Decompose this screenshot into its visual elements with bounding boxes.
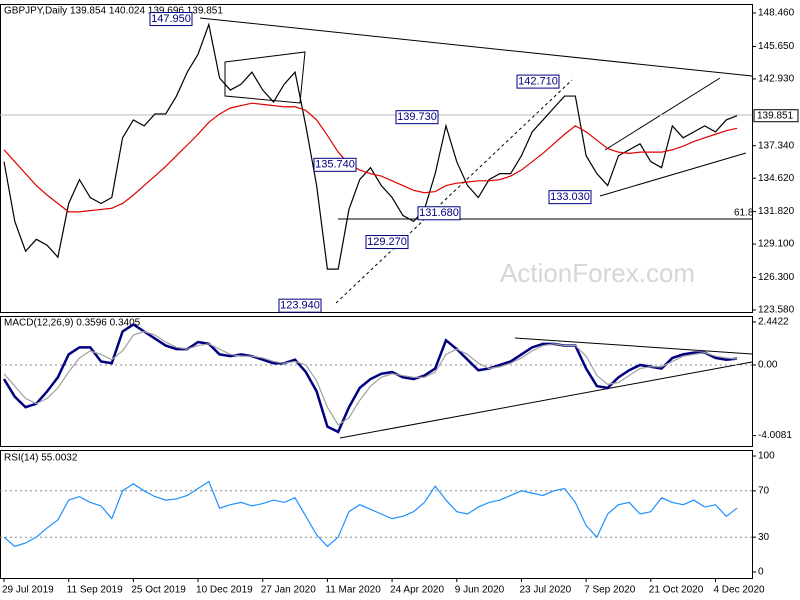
y-tick-label: 100 (758, 451, 775, 462)
price-label: 147.950 (151, 13, 191, 25)
x-tick-label: 11 Sep 2019 (67, 585, 123, 596)
watermark: ActionForex.com (500, 258, 695, 288)
x-tick-label: 10 Dec 2019 (196, 585, 253, 596)
price-label: 142.710 (518, 76, 558, 88)
x-tick-label: 4 Dec 2020 (713, 585, 765, 596)
series-line (3, 102, 738, 213)
price-label: 135.740 (315, 159, 355, 171)
x-tick-label: 9 Jun 2020 (455, 585, 505, 596)
price-label: 131.680 (419, 207, 459, 219)
price-label: 133.030 (550, 191, 590, 203)
x-tick-label: 7 Sep 2020 (584, 585, 636, 596)
current-price-box (753, 109, 799, 123)
price-label-box (417, 206, 461, 221)
y-tick-label: 2.4422 (758, 317, 789, 328)
y-tick-label: 30 (758, 532, 770, 543)
price-label-box (548, 190, 592, 205)
y-tick-label: 142.930 (758, 74, 795, 85)
y-tick-label: 123.580 (758, 305, 795, 316)
y-tick-label: 70 (758, 485, 770, 496)
price-panel (0, 4, 753, 313)
price-label-box (149, 12, 193, 27)
x-tick-label: 11 Mar 2020 (325, 585, 381, 596)
y-tick-label: 131.820 (758, 206, 795, 217)
current-price: 139.851 (757, 110, 794, 121)
y-tick-label: 129.100 (758, 239, 795, 250)
x-tick-label: 24 Apr 2020 (390, 585, 444, 596)
y-tick-label: -4.0081 (758, 430, 792, 441)
fib-label: 61.8 (734, 208, 754, 219)
price-label-box (516, 74, 560, 89)
trend-lines (0, 17, 753, 439)
series-line (3, 22, 738, 270)
series-line (3, 330, 738, 426)
x-tick-label: 27 Jan 2020 (261, 585, 316, 596)
price-label-box (278, 298, 322, 313)
rsi-title: RSI(14) 55.0032 (4, 453, 78, 464)
macd-panel (0, 316, 753, 447)
price-label-box (395, 110, 439, 125)
x-tick-label: 25 Oct 2019 (131, 585, 186, 596)
series-line (2, 322, 738, 434)
price-label-box (365, 235, 409, 250)
price-label: 129.270 (367, 236, 407, 248)
x-tick-label: 21 Oct 2020 (649, 585, 704, 596)
rsi-panel (0, 450, 753, 579)
y-tick-label: 134.620 (758, 173, 795, 184)
macd-title: MACD(12,26,9) 0.3596 0.3405 (4, 318, 141, 329)
price-label: 123.940 (280, 300, 320, 312)
price-label-box (313, 157, 357, 172)
chart-title: GBPJPY,Daily 139.854 140.024 139.696 139… (4, 6, 223, 17)
y-tick-label: 126.300 (758, 272, 795, 283)
y-tick-label: 0.00 (758, 360, 778, 371)
price-label: 139.730 (397, 111, 437, 123)
y-tick-label: 148.460 (758, 8, 795, 19)
y-tick-label: 145.650 (758, 41, 795, 52)
y-tick-label: 137.340 (758, 140, 795, 151)
y-tick-label: 0 (758, 567, 764, 578)
x-tick-label: 29 Jul 2019 (2, 585, 54, 596)
series-line (3, 480, 738, 548)
x-tick-label: 23 Jul 2020 (519, 585, 571, 596)
